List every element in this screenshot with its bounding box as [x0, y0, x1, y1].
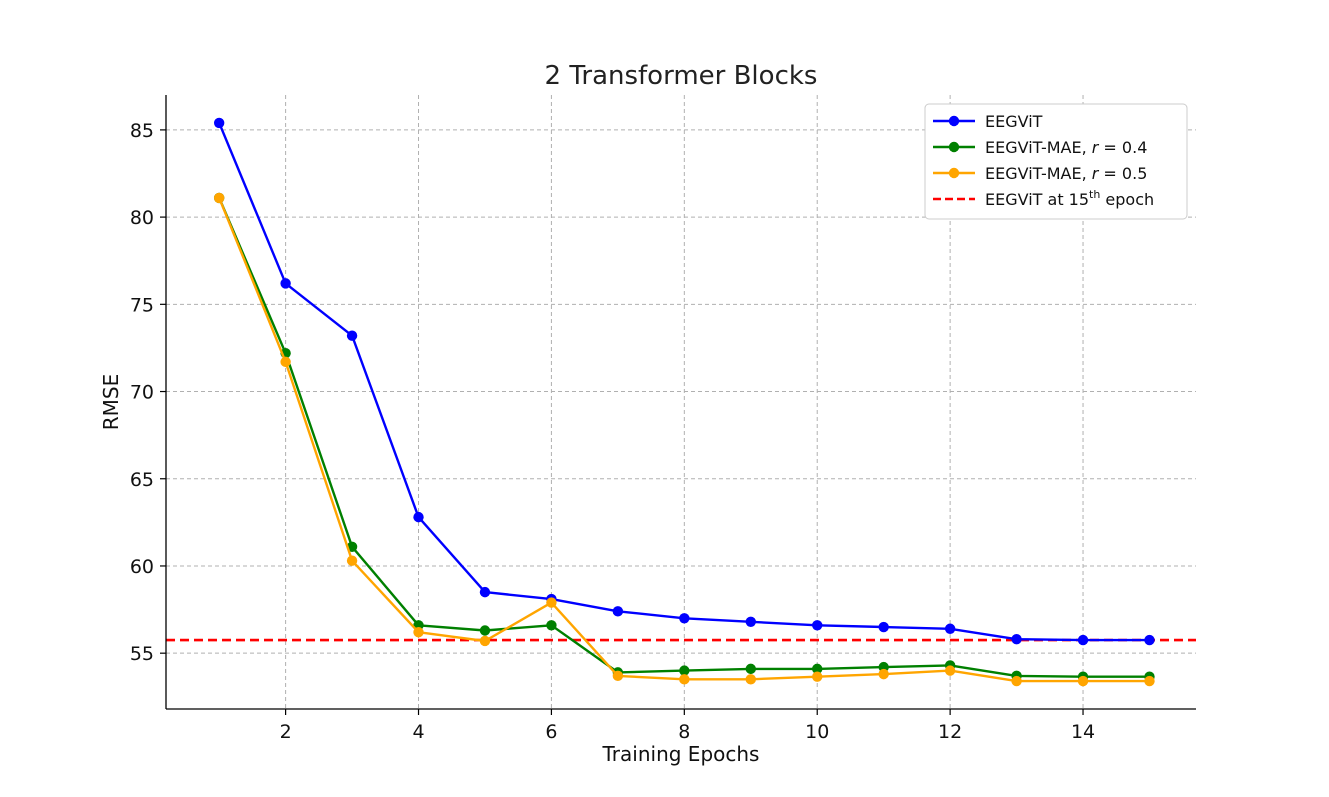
data-point	[745, 616, 756, 627]
series-group	[213, 117, 1155, 687]
data-point	[280, 356, 291, 368]
y-tick-label: 60	[130, 556, 154, 578]
data-point	[1011, 675, 1022, 687]
data-point	[612, 670, 624, 682]
data-point	[944, 665, 956, 676]
legend: EEGViT EEGViT-MAE, r = 0.4 EEGViT-MAE, r =…	[924, 103, 1188, 220]
y-tick-label: 75	[130, 294, 154, 316]
data-point	[479, 586, 491, 598]
y-axis-label: RMSE	[99, 374, 123, 430]
y-tick-label: 55	[130, 643, 154, 665]
chart-title: 2 Transformer Blocks	[545, 61, 818, 91]
legend-label: EEGViT-MAE, r = 0.5	[985, 164, 1147, 183]
data-point	[679, 665, 690, 676]
legend-swatch-marker	[948, 167, 960, 179]
x-tick-label: 4	[412, 721, 424, 743]
data-point	[944, 623, 956, 634]
legend-swatch-marker	[948, 141, 960, 153]
legend-item: EEGViT-MAE, r = 0.5	[933, 164, 1147, 183]
legend-item: EEGViT-MAE, r = 0.4	[933, 138, 1147, 157]
legend-item: EEGViT	[933, 112, 1043, 131]
legend-label: EEGViT-MAE, r = 0.4	[985, 138, 1147, 157]
legend-box	[924, 103, 1188, 220]
series-3	[213, 192, 1155, 687]
axes	[165, 95, 1196, 710]
x-tick-label: 14	[1071, 721, 1095, 743]
data-point	[1144, 675, 1155, 687]
data-point	[812, 620, 823, 631]
y-tick-label: 70	[130, 382, 154, 404]
data-point	[346, 330, 358, 341]
data-point	[812, 663, 823, 675]
data-point	[679, 674, 690, 685]
data-point	[745, 663, 756, 675]
ticks: 2 4 6 8 10 12 14 55 60 65 70 75 80 85	[130, 120, 1095, 743]
legend-swatch-marker	[948, 115, 960, 127]
data-point	[546, 620, 557, 631]
data-point	[213, 117, 225, 129]
data-point	[413, 627, 424, 638]
x-tick-label: 2	[280, 721, 292, 743]
data-point	[1077, 634, 1089, 646]
x-axis-label: Training Epochs	[602, 742, 760, 766]
data-point	[479, 635, 491, 647]
data-point	[1144, 634, 1155, 646]
data-point	[812, 671, 823, 682]
data-point	[1077, 675, 1089, 687]
data-point	[745, 674, 756, 685]
data-point	[878, 668, 889, 680]
data-point	[213, 192, 225, 204]
y-tick-label: 65	[130, 469, 154, 491]
series-1	[213, 117, 1155, 646]
data-point	[1011, 634, 1022, 645]
data-point	[679, 613, 690, 624]
data-point	[612, 606, 624, 617]
legend-item: EEGViT at 15th epoch	[933, 188, 1154, 209]
legend-label: EEGViT	[985, 112, 1043, 131]
data-point	[878, 621, 889, 633]
data-point	[280, 278, 291, 289]
data-point	[546, 597, 557, 608]
data-point	[346, 555, 358, 566]
x-tick-label: 6	[545, 721, 557, 743]
y-tick-label: 80	[130, 207, 154, 229]
series-line	[218, 197, 1150, 678]
data-point	[479, 625, 491, 636]
x-tick-label: 8	[678, 721, 690, 743]
x-tick-label: 10	[805, 721, 829, 743]
x-tick-label: 12	[938, 721, 962, 743]
y-tick-label: 85	[130, 120, 154, 142]
data-point	[413, 511, 424, 523]
legend-label: EEGViT at 15th epoch	[985, 188, 1154, 209]
